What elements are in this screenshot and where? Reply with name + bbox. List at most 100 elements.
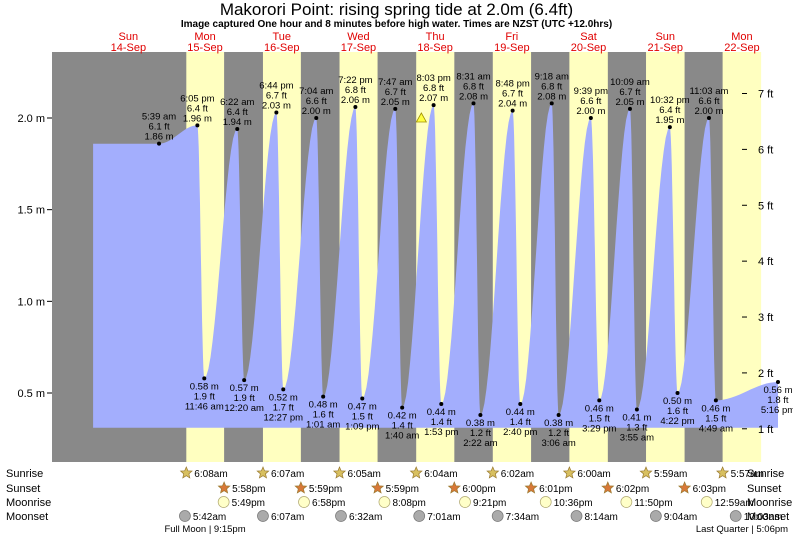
low-tide-point <box>321 394 326 399</box>
low-tide-point <box>202 376 207 381</box>
sunset-icon <box>371 481 385 494</box>
high-tide-point <box>235 127 240 131</box>
almanac-row-label-left: Moonset <box>6 511 48 523</box>
tide-event-label: 1.5 ft <box>589 413 610 424</box>
day-headers: Sun14-SepMon15-SepTue16-SepWed17-SepThu1… <box>111 31 760 54</box>
tide-event-label: 2.05 m <box>615 97 644 108</box>
sunrise-time: 6:02am <box>501 469 534 480</box>
tide-event-label: 6:05 pm <box>180 93 214 104</box>
almanac-row-label-right: Moonset <box>747 511 789 523</box>
low-tide-point <box>439 402 444 406</box>
moonrise-time: 12:59am <box>715 498 754 509</box>
sunrise-icon <box>179 466 193 479</box>
date-label: 22-Sep <box>724 42 759 54</box>
moonrise-time: 5:49pm <box>232 498 265 509</box>
moon-phase-label: Last Quarter | 5:06pm <box>696 524 788 535</box>
tide-event-label: 1.6 ft <box>667 406 688 417</box>
tide-event-label: 1.7 ft <box>273 402 294 413</box>
tide-event-label: 2.08 m <box>537 91 566 102</box>
sunrise-icon <box>409 466 423 479</box>
high-tide-point <box>471 101 476 106</box>
moonset-icon <box>413 510 426 522</box>
sunrise-time: 6:04am <box>424 469 457 480</box>
tide-event-label: 8:31 am <box>456 71 490 82</box>
tide-event-label: 1.8 ft <box>767 395 788 406</box>
tide-event-label: 2.00 m <box>694 106 723 117</box>
tide-event-label: 4:22 pm <box>660 416 694 427</box>
tide-event-label: 6.7 ft <box>266 91 287 102</box>
tide-curve <box>93 103 779 428</box>
tide-event-label: 5:16 pm <box>761 405 793 416</box>
sunset-icon <box>447 481 461 494</box>
almanac-row-label-right: Moonrise <box>747 497 792 509</box>
low-tide-point <box>518 402 523 406</box>
tide-event-label: 7:47 am <box>378 77 412 88</box>
sunrise-time: 6:00am <box>577 469 610 480</box>
tide-event-label: 2.08 m <box>459 91 488 102</box>
moonrise-icon <box>217 496 230 508</box>
tide-event-label: 7:22 pm <box>338 75 372 86</box>
high-tide-point <box>588 116 593 120</box>
day-of-week-label: Mon <box>731 31 752 43</box>
tide-event-label: 1.5 ft <box>705 413 726 424</box>
sunset-icon <box>294 481 308 494</box>
moonrise-time: 10:36pm <box>554 498 593 509</box>
low-tide-point <box>775 380 780 384</box>
tide-event-label: 1.5 ft <box>352 412 373 423</box>
tide-event-label: 12:20 am <box>224 403 264 414</box>
sunset-icon <box>524 481 538 494</box>
sunset-icon <box>217 481 231 494</box>
tide-event-label: 11:46 am <box>185 401 224 412</box>
low-tide-point <box>675 391 680 395</box>
moonset-icon <box>179 510 191 522</box>
sunrise-time: 5:57am <box>731 469 764 480</box>
tide-event-label: 1.2 ft <box>548 428 569 439</box>
date-label: 19-Sep <box>494 42 529 54</box>
y-axes: 0.5 m 1.0 m 1.5 m 2.0 m 1 ft 2 ft 3 ft 4 ft 5 ft… <box>17 89 773 436</box>
sunset-icon <box>678 481 692 494</box>
date-label: 21-Sep <box>648 42 683 54</box>
tide-event-label: 6.6 ft <box>306 96 327 107</box>
tide-event-label: 4:49 am <box>699 423 733 434</box>
moonset-icon <box>335 510 347 522</box>
low-tide-point <box>478 413 483 417</box>
day-of-week-label: Wed <box>347 31 369 43</box>
high-tide-point <box>627 106 632 111</box>
tide-event-label: 1:40 am <box>385 431 419 442</box>
moonrise-icon <box>539 496 552 508</box>
tide-event-label: 2.03 m <box>262 101 291 112</box>
moonrise-icon <box>378 496 391 508</box>
tide-event-label: 11:03 am <box>690 86 729 97</box>
sunrise-time: 6:05am <box>348 469 381 480</box>
tide-event-label: 8:48 pm <box>495 79 529 90</box>
low-tide-point <box>556 413 561 417</box>
date-label: 17-Sep <box>341 42 376 54</box>
day-of-week-label: Fri <box>505 31 518 43</box>
high-tide-point <box>393 106 398 111</box>
tide-event-label: 8:03 pm <box>416 73 450 84</box>
sunrise-time: 6:08am <box>194 469 227 480</box>
tide-event-label: 1.4 ft <box>510 417 531 428</box>
tide-event-label: 6.1 ft <box>148 122 169 133</box>
tide-event-label: 0.50 m <box>663 396 692 407</box>
tide-event-label: 1.2 ft <box>470 428 491 439</box>
tide-event-label: 9:18 am <box>535 71 569 82</box>
moonset-time: 6:32am <box>349 512 382 523</box>
date-label: 16-Sep <box>264 42 299 54</box>
almanac-row-label-right: Sunset <box>747 483 781 495</box>
sunset-time: 6:02pm <box>616 484 649 495</box>
sunset-time: 6:00pm <box>462 484 495 495</box>
tide-event-label: 0.57 m <box>230 383 259 394</box>
tide-event-label: 0.46 m <box>585 403 614 414</box>
moonset-time: 7:34am <box>506 512 539 523</box>
moonset-time: 9:04am <box>664 512 697 523</box>
tide-event-label: 6.7 ft <box>502 89 523 100</box>
tide-event-label: 1.96 m <box>183 113 212 124</box>
tide-event-label: 1.9 ft <box>234 393 255 404</box>
moonset-time: 10:03am <box>744 512 783 523</box>
tide-event-label: 1.4 ft <box>431 417 452 428</box>
moonset-time: 6:07am <box>271 512 304 523</box>
moonrise-time: 9:21pm <box>473 498 506 509</box>
date-label: 18-Sep <box>417 42 452 54</box>
high-tide-point <box>549 101 554 106</box>
